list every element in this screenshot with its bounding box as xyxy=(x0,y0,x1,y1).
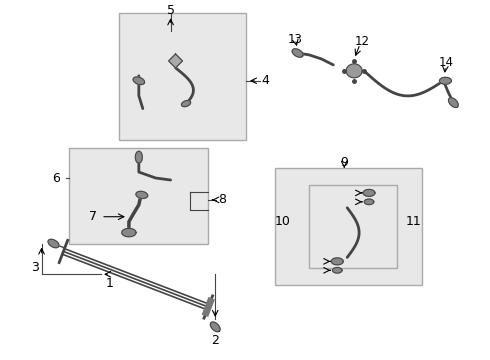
Text: 7: 7 xyxy=(89,210,97,223)
Text: 4: 4 xyxy=(261,74,269,87)
Bar xyxy=(70,148,208,243)
Polygon shape xyxy=(363,189,375,196)
Text: 6: 6 xyxy=(52,171,60,185)
Polygon shape xyxy=(169,54,182,68)
Text: 10: 10 xyxy=(275,215,291,228)
Text: 5: 5 xyxy=(167,4,174,17)
Polygon shape xyxy=(210,322,220,332)
Polygon shape xyxy=(133,77,145,85)
Text: 2: 2 xyxy=(211,334,219,347)
Polygon shape xyxy=(136,191,147,198)
Polygon shape xyxy=(331,258,343,265)
Bar xyxy=(119,13,246,140)
Polygon shape xyxy=(440,77,451,84)
Text: 9: 9 xyxy=(340,156,348,168)
Polygon shape xyxy=(333,267,342,273)
Text: 8: 8 xyxy=(218,193,226,206)
Text: 12: 12 xyxy=(355,35,369,48)
Polygon shape xyxy=(292,49,303,57)
Text: 13: 13 xyxy=(287,33,302,46)
Polygon shape xyxy=(122,229,136,237)
Polygon shape xyxy=(48,239,59,248)
Polygon shape xyxy=(181,100,191,107)
Text: 1: 1 xyxy=(106,277,114,290)
Polygon shape xyxy=(364,199,374,204)
Text: 11: 11 xyxy=(406,215,421,228)
Bar xyxy=(275,168,421,285)
Text: 3: 3 xyxy=(31,261,39,274)
Bar xyxy=(310,185,397,268)
Polygon shape xyxy=(346,64,362,78)
Text: 14: 14 xyxy=(439,57,454,69)
Polygon shape xyxy=(448,98,458,107)
Polygon shape xyxy=(135,151,142,163)
